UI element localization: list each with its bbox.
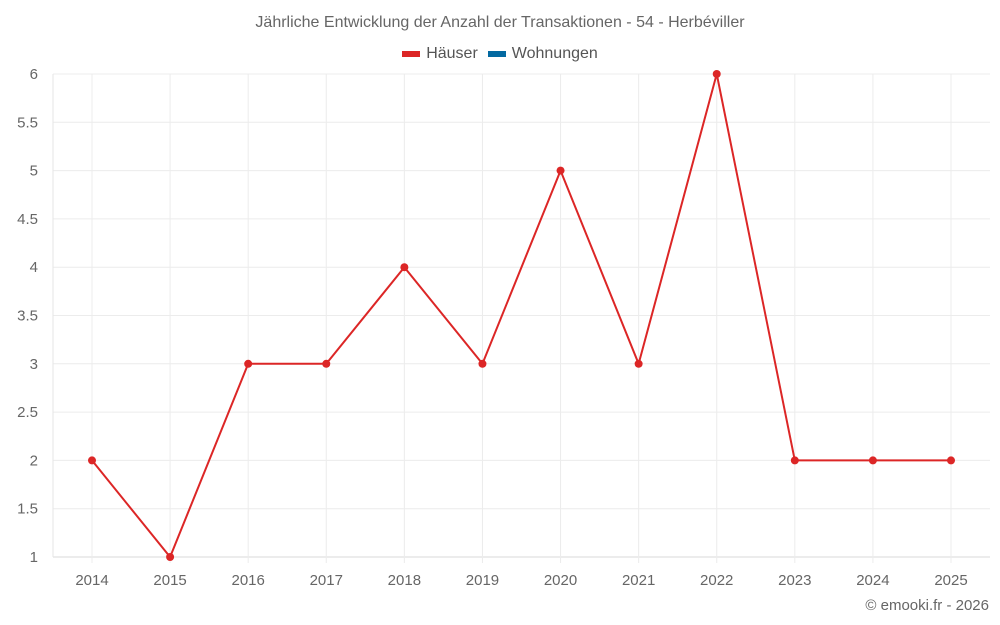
legend-label-wohnungen: Wohnungen <box>511 45 598 62</box>
y-tick-label: 1 <box>30 549 38 566</box>
x-tick-label: 2014 <box>75 572 108 589</box>
x-tick-label: 2023 <box>778 572 811 589</box>
y-tick-label: 2.5 <box>17 404 38 421</box>
y-tick-label: 3.5 <box>17 308 38 325</box>
x-tick-label: 2017 <box>310 572 343 589</box>
x-tick-label: 2015 <box>153 572 186 589</box>
data-point[interactable] <box>88 456 96 465</box>
x-tick-label: 2018 <box>388 572 421 589</box>
y-axis: 1 1.5 2 2.5 3 3.5 4 4.5 5 5.5 6 <box>17 66 38 566</box>
x-tick-label: 2021 <box>622 572 655 589</box>
series-haeuser <box>88 70 955 561</box>
chart-title: Jährliche Entwicklung der Anzahl der Tra… <box>255 14 745 31</box>
data-point[interactable] <box>947 456 955 465</box>
legend: Häuser Wohnungen <box>0 45 1000 63</box>
y-tick-label: 2 <box>30 452 38 469</box>
data-point[interactable] <box>478 359 487 368</box>
grid-lines <box>52 73 990 563</box>
data-point[interactable] <box>712 70 721 78</box>
x-tick-label: 2016 <box>231 572 264 589</box>
x-tick-label: 2024 <box>856 572 889 589</box>
x-tick-label: 2022 <box>700 572 733 589</box>
legend-item-haeuser[interactable]: Häuser <box>402 45 478 63</box>
legend-label-haeuser: Häuser <box>426 45 478 62</box>
legend-swatch-wohnungen <box>487 51 506 57</box>
credit: © emooki.fr - 2026 <box>865 597 989 614</box>
data-point[interactable] <box>556 166 565 175</box>
x-tick-label: 2025 <box>934 572 967 589</box>
y-tick-label: 3 <box>30 356 38 373</box>
data-point[interactable] <box>244 359 253 368</box>
y-tick-label: 4.5 <box>17 211 38 228</box>
data-point[interactable] <box>868 456 877 465</box>
legend-item-wohnungen[interactable]: Wohnungen <box>487 45 598 63</box>
legend-swatch-haeuser <box>402 51 421 57</box>
data-point[interactable] <box>634 359 643 368</box>
y-tick-label: 6 <box>30 66 38 83</box>
data-point[interactable] <box>400 263 409 272</box>
y-tick-label: 1.5 <box>17 501 38 518</box>
y-tick-label: 5.5 <box>17 114 38 131</box>
x-tick-label: 2020 <box>544 572 577 589</box>
y-tick-label: 4 <box>30 259 38 276</box>
data-point[interactable] <box>790 456 799 465</box>
data-point[interactable] <box>322 359 331 368</box>
x-tick-label: 2019 <box>466 572 499 589</box>
x-axis: 2014 2015 2016 2017 2018 2019 2020 2021 2022 2023… <box>75 572 967 589</box>
y-tick-label: 5 <box>30 163 38 180</box>
data-point[interactable] <box>166 553 175 561</box>
